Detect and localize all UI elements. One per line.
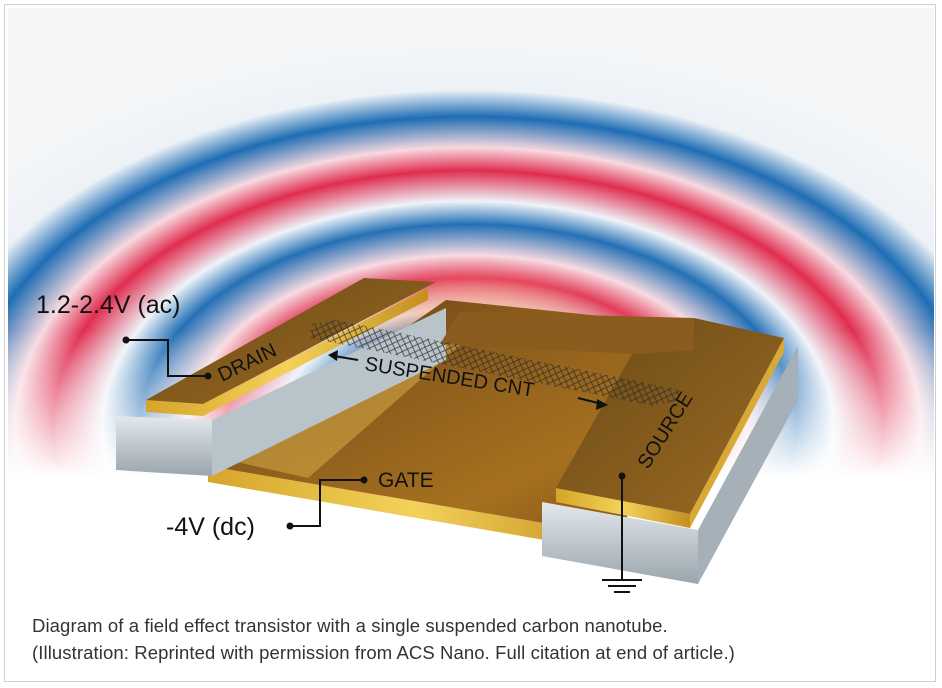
- drain-lead-dot-end: [204, 372, 212, 380]
- drain-base-side: [116, 416, 212, 476]
- drain-voltage-label: 1.2-2.4V (ac): [36, 291, 181, 319]
- drain-edge: [146, 288, 428, 416]
- drain-lead-dot-start: [122, 336, 130, 344]
- caption-line-1: Diagram of a field effect transistor wit…: [32, 615, 668, 636]
- drain-lead: [126, 339, 208, 377]
- fet-illustration: 1.2-2.4V (ac) -4V (dc) DRAIN GATE SOURCE…: [8, 8, 934, 594]
- cnt-arrowhead-right: [596, 399, 608, 410]
- cnt-arrow-left: [333, 355, 359, 361]
- gate-side: [208, 466, 620, 553]
- drain-pad: [146, 278, 436, 404]
- source-top-tab: [440, 312, 694, 354]
- nanotube: [310, 320, 680, 406]
- gate-voltage-label: -4V (dc): [166, 513, 255, 541]
- gate-lead: [290, 479, 364, 527]
- source-lead-dot: [618, 472, 626, 480]
- cnt-arrowhead-left: [328, 350, 338, 361]
- figure-caption: Diagram of a field effect transistor wit…: [32, 612, 912, 666]
- source-base-side: [698, 346, 798, 584]
- gate-label: GATE: [378, 469, 434, 492]
- caption-line-2: (Illustration: Reprinted with permission…: [32, 642, 735, 663]
- source-edge-side: [690, 338, 784, 528]
- source-base-front: [542, 502, 698, 584]
- gate-lead-dot-start: [286, 522, 294, 530]
- gate-lead-dot-end: [360, 476, 368, 484]
- source-pad: [556, 318, 784, 514]
